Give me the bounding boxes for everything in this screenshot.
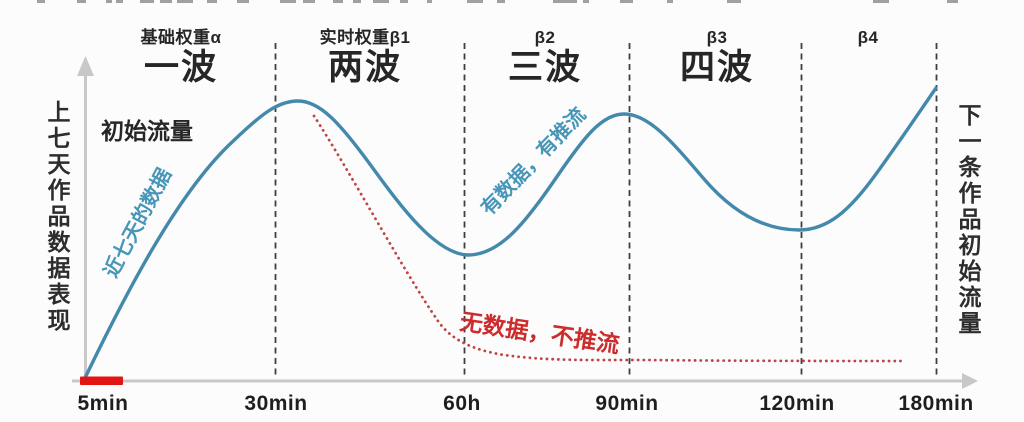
crop-mark <box>37 0 45 3</box>
wave-label: 三波 <box>507 48 582 87</box>
crop-mark <box>333 0 343 3</box>
y-axis-label-left: 上七天作品数据表现 <box>44 100 70 334</box>
x-axis-arrow-icon <box>962 373 978 389</box>
crop-mark <box>427 0 432 3</box>
x-tick-60h: 60h <box>443 392 481 415</box>
crop-mark <box>400 0 408 3</box>
x-tick-90min: 90min <box>595 392 659 415</box>
crop-mark <box>727 0 741 3</box>
crop-mark <box>947 0 958 3</box>
blue-traffic-curve <box>83 86 938 380</box>
crop-mark <box>177 0 193 3</box>
section-header-wave3: β2 三波 <box>457 28 633 89</box>
crop-mark <box>873 0 889 3</box>
red-dotted-curve <box>312 114 905 363</box>
crop-mark <box>373 0 389 3</box>
x-tick-120min: 120min <box>759 392 835 415</box>
crop-mark <box>553 0 577 3</box>
x-tick-5min: 5min <box>77 392 129 415</box>
x-tick-180min: 180min <box>898 392 974 415</box>
crop-mark <box>667 0 673 3</box>
x-tick-30min: 30min <box>244 392 308 415</box>
crop-mark <box>620 0 633 3</box>
wave-label: 四波 <box>679 48 754 87</box>
weight-label: 基础权重α <box>140 28 222 47</box>
wave-label: 一波 <box>143 48 218 87</box>
weight-label: β2 <box>534 28 556 47</box>
crop-mark <box>77 0 86 3</box>
origin-red-bar <box>80 376 123 385</box>
crop-mark <box>237 0 249 3</box>
crop-mark <box>160 0 172 3</box>
y-axis-arrow-icon <box>77 56 94 76</box>
section-header-wave1: 基础权重α 一波 <box>93 28 269 89</box>
crop-mark <box>106 0 112 3</box>
crop-mark <box>353 0 361 3</box>
top-crop-artifacts <box>0 0 1024 6</box>
crop-mark <box>303 0 315 3</box>
section-header-wave2: 实时权重β1 两波 <box>277 28 453 89</box>
section-header-wave4: β3 四波 <box>629 28 805 89</box>
annotation-initial-traffic: 初始流量 <box>101 118 193 144</box>
crop-mark <box>116 0 123 3</box>
weight-label: β4 <box>857 28 879 47</box>
wave-label: 两波 <box>327 48 402 87</box>
crop-mark <box>497 0 505 3</box>
crop-mark <box>207 0 217 3</box>
y-axis-label-right: 下一条作品初始流量 <box>955 103 981 337</box>
crop-mark <box>280 0 296 3</box>
section-header-wave5: β4 <box>780 28 956 47</box>
crop-mark <box>467 0 483 3</box>
weight-label: β3 <box>706 28 728 47</box>
crop-mark <box>140 0 154 3</box>
crop-mark <box>583 0 589 3</box>
weight-label: 实时权重β1 <box>319 28 411 47</box>
